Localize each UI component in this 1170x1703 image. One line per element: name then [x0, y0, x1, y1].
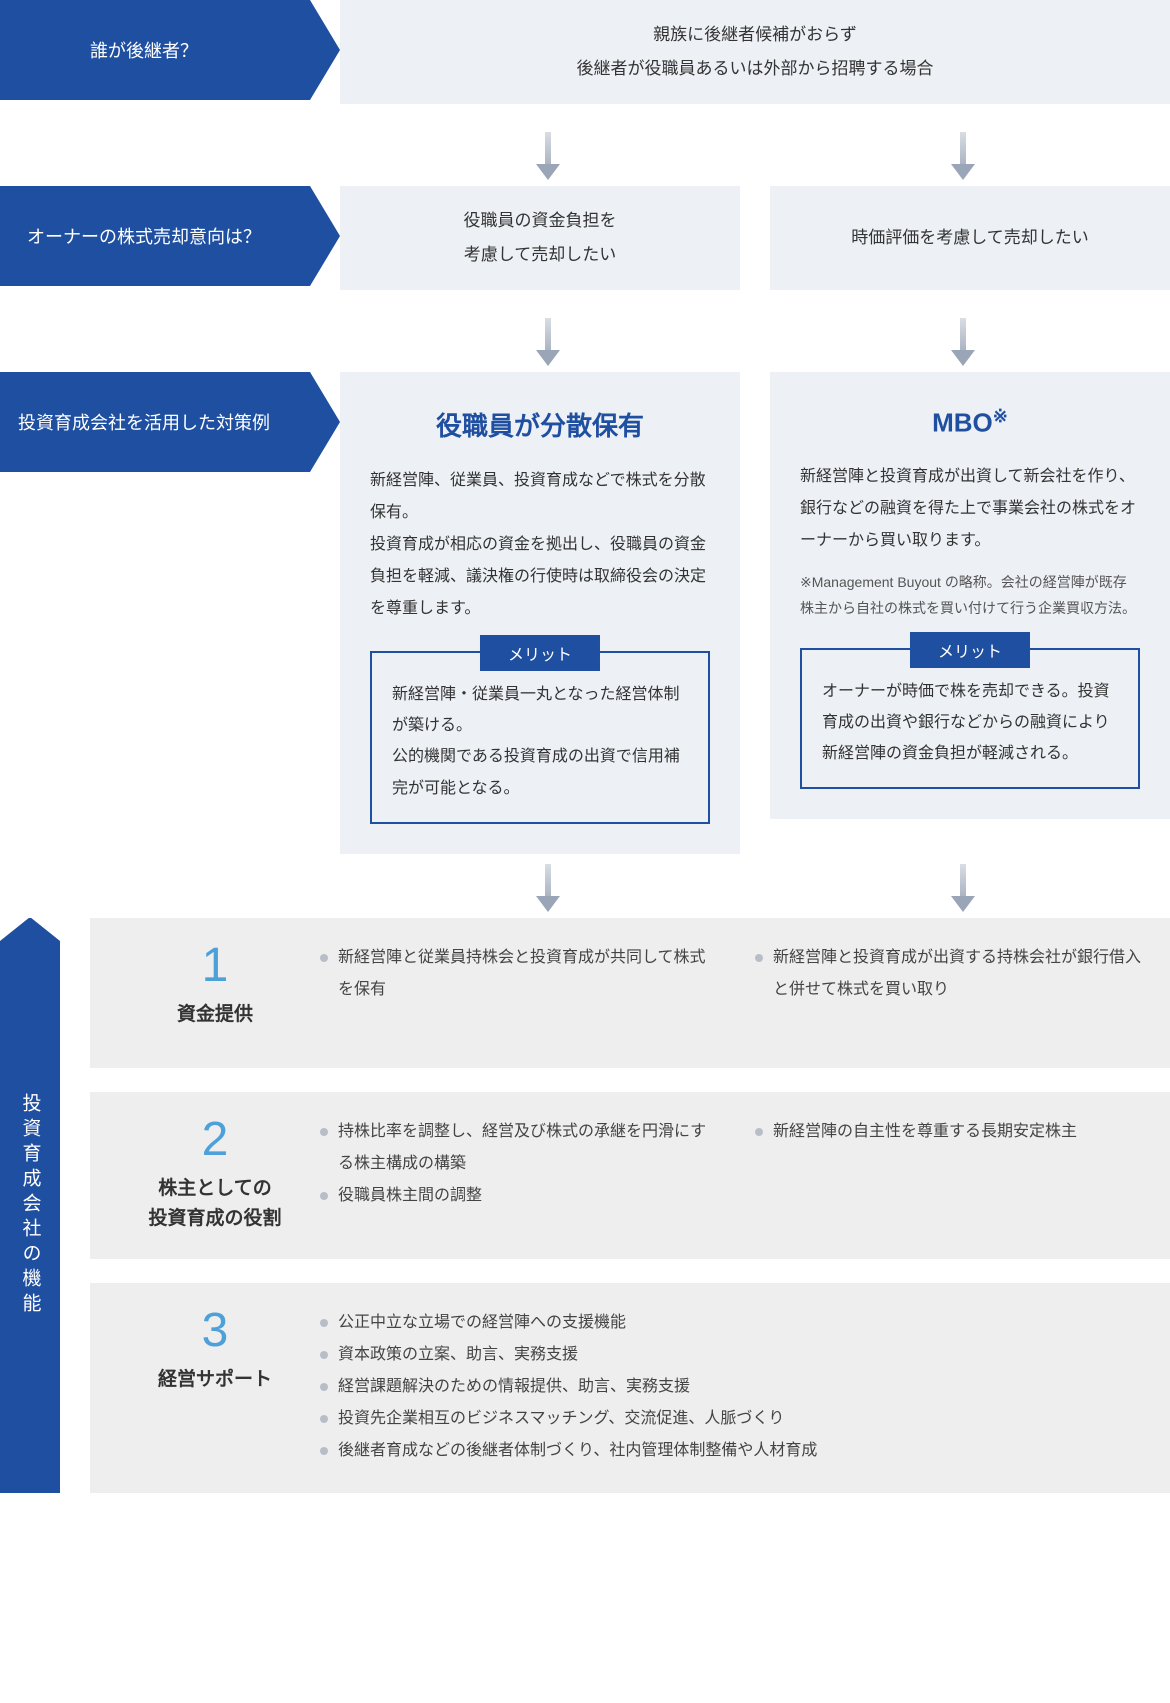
merit-label: メリット	[910, 632, 1030, 668]
func-item-3: 3 経営サポート 公正中立な立場での経営陣への支援機能資本政策の立案、助言、実務…	[90, 1283, 1170, 1493]
list-item: 後継者育成などの後継者体制づくり、社内管理体制整備や人材育成	[320, 1435, 1150, 1467]
down-arrow-icon	[956, 864, 970, 912]
down-arrow-icon	[956, 132, 970, 180]
panel-right-merit-text: オーナーが時価で株を売却できる。投資育成の出資や銀行などからの融資により新経営陣…	[822, 676, 1118, 770]
row-panels: 投資育成会社を活用した対策例 役職員が分散保有 新経営陣、従業員、投資育成などで…	[0, 372, 1170, 854]
panel-left-body: 新経営陣、従業員、投資育成などで株式を分散保有。 投資育成が相応の資金を拠出し、…	[370, 465, 710, 625]
panel-left-merit: メリット 新経営陣・従業員一丸となった経営体制が築ける。 公的機関である投資育成…	[370, 651, 710, 824]
list-item: 役職員株主間の調整	[320, 1180, 715, 1212]
q2-label-text: オーナーの株式売却意向は？	[27, 223, 261, 249]
panel-right-title: MBO※	[800, 406, 1140, 439]
panel-right: MBO※ 新経営陣と投資育成が出資して新会社を作り、銀行などの融資を得た上で事業…	[770, 372, 1170, 819]
func1-num: 1	[110, 942, 320, 990]
row-q1: 誰が後継者？ 親族に後継者候補がおらず 後継者が役職員あるいは外部から招聘する場…	[0, 0, 1170, 104]
q2-right-text: 時価評価を考慮して売却したい	[851, 221, 1089, 255]
func2-num: 2	[110, 1116, 320, 1164]
panel-right-merit: メリット オーナーが時価で株を売却できる。投資育成の出資や銀行などからの融資によ…	[800, 648, 1140, 790]
list-item: 新経営陣と従業員持株会と投資育成が共同して株式を保有	[320, 942, 715, 1006]
functions-section: 投資育成会社の機能 1 資金提供 新経営陣と従業員持株会と投資育成が共同して株式…	[0, 918, 1170, 1493]
panel-right-body: 新経営陣と投資育成が出資して新会社を作り、銀行などの融資を得た上で事業会社の株式…	[800, 461, 1140, 557]
panel-left-title: 役職員が分散保有	[370, 406, 710, 443]
q3-label: 投資育成会社を活用した対策例	[0, 372, 310, 472]
row-q2: オーナーの株式売却意向は？ 役職員の資金負担を 考慮して売却したい 時価評価を考…	[0, 186, 1170, 290]
list-item: 公正中立な立場での経営陣への支援機能	[320, 1307, 1150, 1339]
q2-left: 役職員の資金負担を 考慮して売却したい	[340, 186, 740, 290]
list-item: 新経営陣と投資育成が出資する持株会社が銀行借入と併せて株式を買い取り	[755, 942, 1150, 1006]
panel-right-title-text: MBO	[932, 408, 993, 438]
func2-right-list: 新経営陣の自主性を尊重する長期安定株主	[755, 1116, 1150, 1148]
down-arrow-icon	[541, 318, 555, 366]
list-item: 新経営陣の自主性を尊重する長期安定株主	[755, 1116, 1150, 1148]
panel-left-merit-text: 新経営陣・従業員一丸となった経営体制が築ける。 公的機関である投資育成の出資で信…	[392, 679, 688, 804]
diagram-root: 誰が後継者？ 親族に後継者候補がおらず 後継者が役職員あるいは外部から招聘する場…	[0, 0, 1170, 1493]
q1-label-text: 誰が後継者？	[90, 37, 198, 63]
func1-name: 資金提供	[110, 1000, 320, 1030]
func1-right-list: 新経営陣と投資育成が出資する持株会社が銀行借入と併せて株式を買い取り	[755, 942, 1150, 1006]
q1-answer-line1: 親族に後継者候補がおらず	[653, 18, 857, 52]
q1-answer-line2: 後継者が役職員あるいは外部から招聘する場合	[577, 52, 934, 86]
list-item: 資本政策の立案、助言、実務支援	[320, 1339, 1150, 1371]
q3-label-text: 投資育成会社を活用した対策例	[18, 409, 270, 435]
functions-label-text: 投資育成会社の機能	[17, 1093, 44, 1318]
func3-num: 3	[110, 1307, 320, 1355]
func1-left-list: 新経営陣と従業員持株会と投資育成が共同して株式を保有	[320, 942, 715, 1006]
func2-name: 株主としての 投資育成の役割	[110, 1174, 320, 1235]
func-item-2: 2 株主としての 投資育成の役割 持株比率を調整し、経営及び株式の承継を円滑にす…	[90, 1092, 1170, 1259]
q1-label: 誰が後継者？	[0, 0, 310, 100]
func2-left-list: 持株比率を調整し、経営及び株式の承継を円滑にする株主構成の構築役職員株主間の調整	[320, 1116, 715, 1212]
arrows-2	[0, 318, 1170, 372]
panel-left: 役職員が分散保有 新経営陣、従業員、投資育成などで株式を分散保有。 投資育成が相…	[340, 372, 740, 854]
panel-right-title-sup: ※	[993, 406, 1008, 426]
func3-name: 経営サポート	[110, 1365, 320, 1395]
q2-left-line2: 考慮して売却したい	[464, 238, 617, 272]
q2-label: オーナーの株式売却意向は？	[0, 186, 310, 286]
down-arrow-icon	[541, 132, 555, 180]
q1-answer: 親族に後継者候補がおらず 後継者が役職員あるいは外部から招聘する場合	[340, 0, 1170, 104]
func3-list: 公正中立な立場での経営陣への支援機能資本政策の立案、助言、実務支援経営課題解決の…	[320, 1307, 1150, 1467]
q2-right: 時価評価を考慮して売却したい	[770, 186, 1170, 290]
arrows-3	[0, 864, 1170, 918]
list-item: 経営課題解決のための情報提供、助言、実務支援	[320, 1371, 1150, 1403]
q2-left-line1: 役職員の資金負担を	[464, 204, 617, 238]
list-item: 持株比率を調整し、経営及び株式の承継を円滑にする株主構成の構築	[320, 1116, 715, 1180]
functions-label: 投資育成会社の機能	[0, 918, 60, 1493]
merit-label: メリット	[480, 635, 600, 671]
list-item: 投資先企業相互のビジネスマッチング、交流促進、人脈づくり	[320, 1403, 1150, 1435]
panel-right-note: ※Management Buyout の略称。会社の経営陣が既存株主から自社の株…	[800, 569, 1140, 622]
arrows-1	[0, 132, 1170, 186]
down-arrow-icon	[541, 864, 555, 912]
func-item-1: 1 資金提供 新経営陣と従業員持株会と投資育成が共同して株式を保有 新経営陣と投…	[90, 918, 1170, 1068]
down-arrow-icon	[956, 318, 970, 366]
